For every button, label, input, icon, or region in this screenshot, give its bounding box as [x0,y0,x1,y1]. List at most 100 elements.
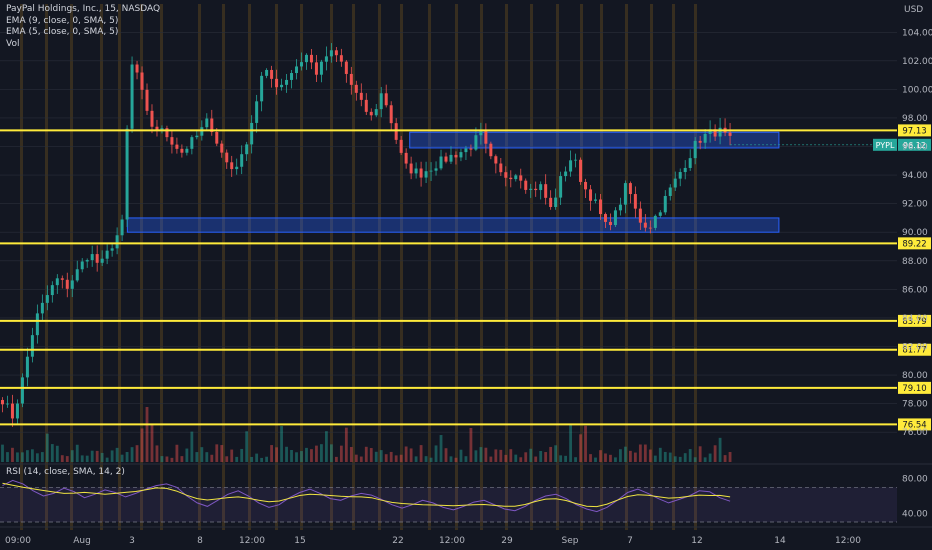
candle [235,158,239,175]
rsi-pane [0,463,932,523]
candle-body [155,126,159,131]
candle-body [260,75,264,102]
volume-bar [628,450,632,462]
last-price-label: 96.12 [903,141,926,150]
candle-body [369,111,373,116]
volume-bar [374,451,378,462]
candle [50,281,54,303]
candle [554,188,558,210]
volume-bar [489,456,493,462]
volume-bar [255,453,259,462]
time-axis[interactable]: 09:00 Aug 3 8 12:00 15 22 12:00 29 Sep 7 12 14 12:00 [0,526,932,546]
volume-bar [409,448,413,462]
session-stripe [480,4,483,530]
session-stripe [378,4,381,530]
price-axis[interactable]: USD 104.00 102.00 100.00 98.00 96.00 94.00 92.0… [902,5,932,519]
volume-bar [220,445,224,462]
candle [454,151,458,165]
candle-body [135,64,139,73]
candle-body [145,89,149,111]
candle-body [110,248,114,251]
candle-body [339,55,343,62]
candle [379,87,383,118]
candle-body [200,127,204,136]
candle-body [728,132,732,136]
candle [409,156,413,180]
candle [354,80,358,101]
candle-body [618,204,622,211]
candle-body [424,171,428,178]
last-price-tag [898,138,931,151]
candle [80,258,84,273]
candle-body [598,199,602,215]
volume-bar [703,457,707,462]
ema9-legend[interactable]: EMA (9, close, 0, SMA, 5) [6,15,119,26]
candle-body [60,278,64,280]
time-tick-label: 09:00 [5,536,31,546]
volume-legend[interactable]: Vol [6,38,20,49]
volume-bar [165,456,169,462]
volume-bar [200,447,204,462]
candle-body [265,69,269,76]
volume-bar [195,452,199,462]
volume-bar [369,448,373,462]
currency-label: USD [904,5,923,15]
rsi-legend[interactable]: RSI (14, close, SMA, 14, 2) [6,467,125,477]
candle-body [444,156,448,162]
volume-bar [713,445,717,462]
symbol-title[interactable]: PayPal Holdings, Inc., 15, NASDAQ [6,4,161,14]
volume-bar [50,444,54,462]
time-tick-label: 8 [197,536,203,546]
rsi-ma-line [2,482,731,508]
candle [539,181,543,200]
candle-body [80,261,84,270]
candle-body [683,167,687,173]
candle [643,214,647,232]
volume-bar [638,444,642,462]
level-price-tag [898,343,931,356]
ema5-legend[interactable]: EMA (5, close, 0, SMA, 5) [6,27,119,37]
candle-body [519,175,523,181]
candle [349,66,353,95]
candle [0,397,4,413]
level-price-label: 79.10 [902,384,926,394]
horizontal-levels[interactable]: 97.13 89.22 83.79 81.77 79.10 76.54 PYPL 96.12 [0,124,931,431]
volume-bar [609,454,612,462]
candle-body [55,278,59,286]
candle-body [100,258,104,263]
session-stripe [352,4,355,530]
volume-bar [354,454,358,462]
candle [479,122,483,145]
candle [180,144,184,158]
candle-body [170,137,174,145]
volume-bar [464,456,468,462]
volume-bar [663,451,667,462]
candle-body [235,166,239,170]
candle [594,193,598,204]
volume-bar [155,445,159,462]
session-stripe [275,4,278,530]
candle-body [210,118,214,133]
candle-body [713,129,717,137]
candle-body [494,156,498,164]
candle [359,83,363,107]
volume-bar [728,452,732,462]
candle [648,220,652,234]
candle [15,399,19,424]
volume-bar [110,450,114,462]
level-price-tag [898,418,931,431]
candle [628,181,632,204]
candle-body [20,377,24,404]
candle-body [255,101,259,123]
candle [230,155,234,177]
candle-body [95,254,99,263]
candle-body [504,172,508,178]
volume-bar [16,452,19,462]
candle [245,141,249,161]
candle [70,275,74,298]
candle-body [394,123,398,140]
volume-bar [424,456,428,462]
candle [105,244,109,265]
